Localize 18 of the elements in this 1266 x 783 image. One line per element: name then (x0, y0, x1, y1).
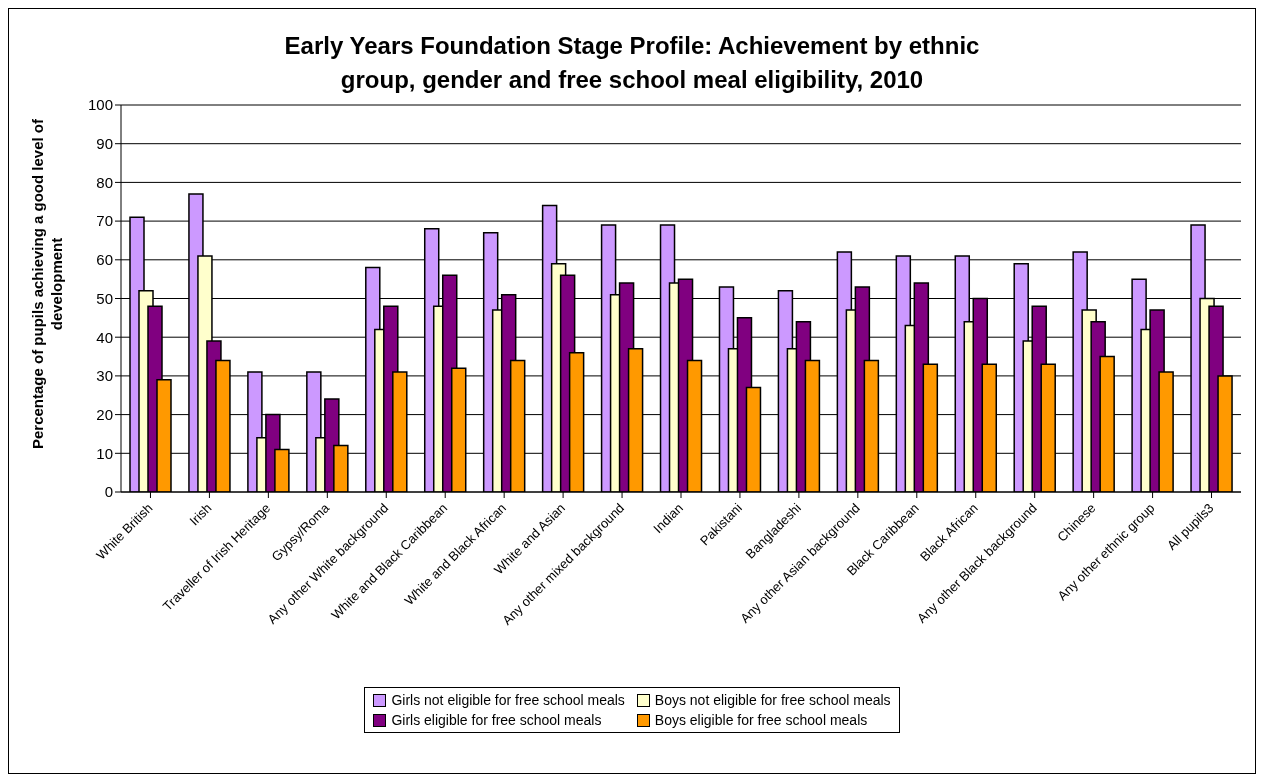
y-tick-label: 100 (87, 96, 113, 114)
y-tick-label: 20 (96, 405, 113, 423)
y-tick-label: 40 (96, 328, 113, 346)
y-axis-title: Percentage of pupils achieving a good level of development (28, 117, 66, 452)
x-tick-label: Irish (186, 500, 215, 529)
legend-label: Boys eligible for free school meals (654, 712, 868, 728)
legend-label: Girls eligible for free school meals (391, 712, 602, 728)
y-tick-label: 80 (96, 173, 113, 191)
y-tick-label: 60 (96, 251, 113, 269)
legend-label: Boys not eligible for free school meals (654, 692, 891, 708)
y-tick-label: 0 (104, 483, 113, 501)
legend-label: Girls not eligible for free school meals (391, 692, 625, 708)
y-tick-label: 70 (96, 212, 113, 230)
y-tick-label: 10 (96, 444, 113, 462)
y-tick-label: 30 (96, 367, 113, 385)
y-tick-label: 50 (96, 289, 113, 307)
y-tick-label: 90 (96, 135, 113, 153)
chart-title: Early Years Foundation Stage Profile: Achievement by ethnic group, gender and free school meal eligibility, 2010 (283, 31, 981, 95)
